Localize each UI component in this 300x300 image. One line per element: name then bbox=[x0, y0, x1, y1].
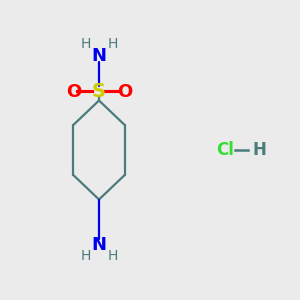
Text: H: H bbox=[252, 141, 266, 159]
Text: H: H bbox=[107, 249, 118, 263]
Text: S: S bbox=[92, 82, 106, 101]
Text: O: O bbox=[66, 82, 81, 100]
Text: H: H bbox=[107, 37, 118, 51]
Text: H: H bbox=[80, 37, 91, 51]
Text: N: N bbox=[92, 236, 106, 253]
Text: O: O bbox=[117, 82, 132, 100]
Text: N: N bbox=[92, 46, 106, 64]
Text: Cl: Cl bbox=[216, 141, 234, 159]
Text: H: H bbox=[80, 249, 91, 263]
